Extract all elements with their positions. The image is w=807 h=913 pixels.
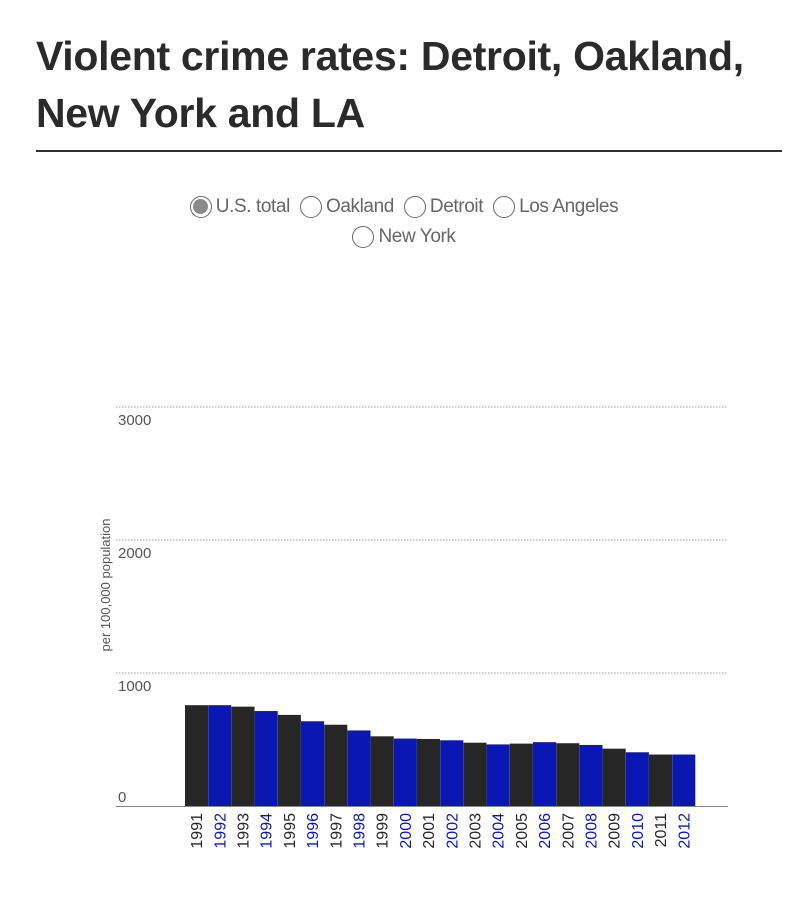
x-tick-label: 2012 — [676, 813, 693, 849]
x-tick-label: 2002 — [444, 813, 461, 849]
bar-1994 — [254, 711, 278, 806]
bar-2001 — [417, 738, 441, 806]
x-tick-label: 1997 — [328, 813, 345, 849]
bar-2002 — [440, 740, 464, 806]
option-detroit[interactable]: Detroit — [403, 194, 484, 220]
bar-1997 — [324, 724, 348, 806]
bar-2004 — [486, 744, 510, 806]
option-oakland[interactable]: Oakland — [299, 194, 394, 220]
x-tick-label: 2005 — [514, 813, 531, 849]
x-tick-label: 2003 — [467, 813, 484, 849]
page-title: Violent crime rates: Detroit, Oakland, N… — [36, 33, 744, 136]
radio-detroit[interactable] — [403, 196, 426, 218]
x-tick-label: 1995 — [282, 813, 299, 849]
option-label-oakland: Oakland — [325, 196, 394, 217]
radio-oakland[interactable] — [299, 196, 322, 218]
x-tick-label: 1994 — [259, 813, 276, 849]
option-label-detroit: Detroit — [429, 196, 484, 217]
bar-1996 — [301, 721, 325, 806]
x-tick-label: 1993 — [235, 813, 252, 849]
option-los-angeles[interactable]: Los Angeles — [493, 194, 619, 220]
x-tick-label: 2008 — [583, 813, 600, 849]
bar-2008 — [579, 744, 603, 806]
radio-new-york[interactable] — [352, 226, 375, 248]
bar-2011 — [649, 754, 673, 806]
x-tick-label: 2011 — [653, 813, 670, 848]
option-us-total[interactable]: U.S. total — [189, 194, 291, 220]
bar-1995 — [277, 714, 301, 806]
x-tick-label: 2010 — [630, 813, 647, 849]
bar-2009 — [602, 748, 626, 806]
option-label-new-york: New York — [378, 226, 456, 247]
bar-1999 — [370, 736, 394, 806]
x-tick-label: 1992 — [212, 813, 229, 849]
radio-us-total[interactable] — [189, 196, 212, 218]
y-tick-label: 1000 — [118, 678, 151, 695]
y-tick-label: 0 — [118, 789, 126, 806]
bar-2012 — [672, 754, 696, 806]
x-tick-label: 2000 — [398, 813, 415, 849]
y-tick-label: 3000 — [118, 412, 151, 429]
x-tick-label: 2001 — [421, 813, 438, 849]
bar-2005 — [509, 743, 533, 806]
x-tick-label: 2004 — [491, 813, 508, 849]
bar-1998 — [347, 730, 371, 806]
bar-1992 — [208, 705, 232, 806]
bar-2006 — [533, 742, 557, 806]
option-label-us-total: U.S. total — [215, 196, 291, 217]
city-selector: U.S. total Oakland Detroit Los Angeles N… — [150, 194, 658, 250]
x-tick-label: 2009 — [607, 813, 624, 849]
x-tick-label: 1999 — [375, 813, 392, 849]
option-label-los-angeles: Los Angeles — [519, 196, 619, 217]
x-tick-label: 1996 — [305, 813, 322, 849]
x-tick-label: 2007 — [560, 813, 577, 849]
y-tick-label: 2000 — [118, 545, 151, 562]
x-tick-label: 2006 — [537, 813, 554, 849]
bar-2007 — [556, 743, 580, 806]
bar-2003 — [463, 742, 487, 806]
bar-1991 — [185, 705, 209, 806]
x-tick-label: 1998 — [351, 813, 368, 849]
bar-1993 — [231, 706, 255, 806]
y-axis-label: per 100,000 population — [98, 518, 113, 651]
title-divider — [36, 150, 782, 152]
x-tick-label: 1991 — [189, 813, 206, 849]
radio-los-angeles[interactable] — [493, 196, 516, 218]
bar-2000 — [393, 738, 417, 806]
bar-2010 — [625, 752, 649, 806]
option-new-york[interactable]: New York — [352, 224, 456, 250]
